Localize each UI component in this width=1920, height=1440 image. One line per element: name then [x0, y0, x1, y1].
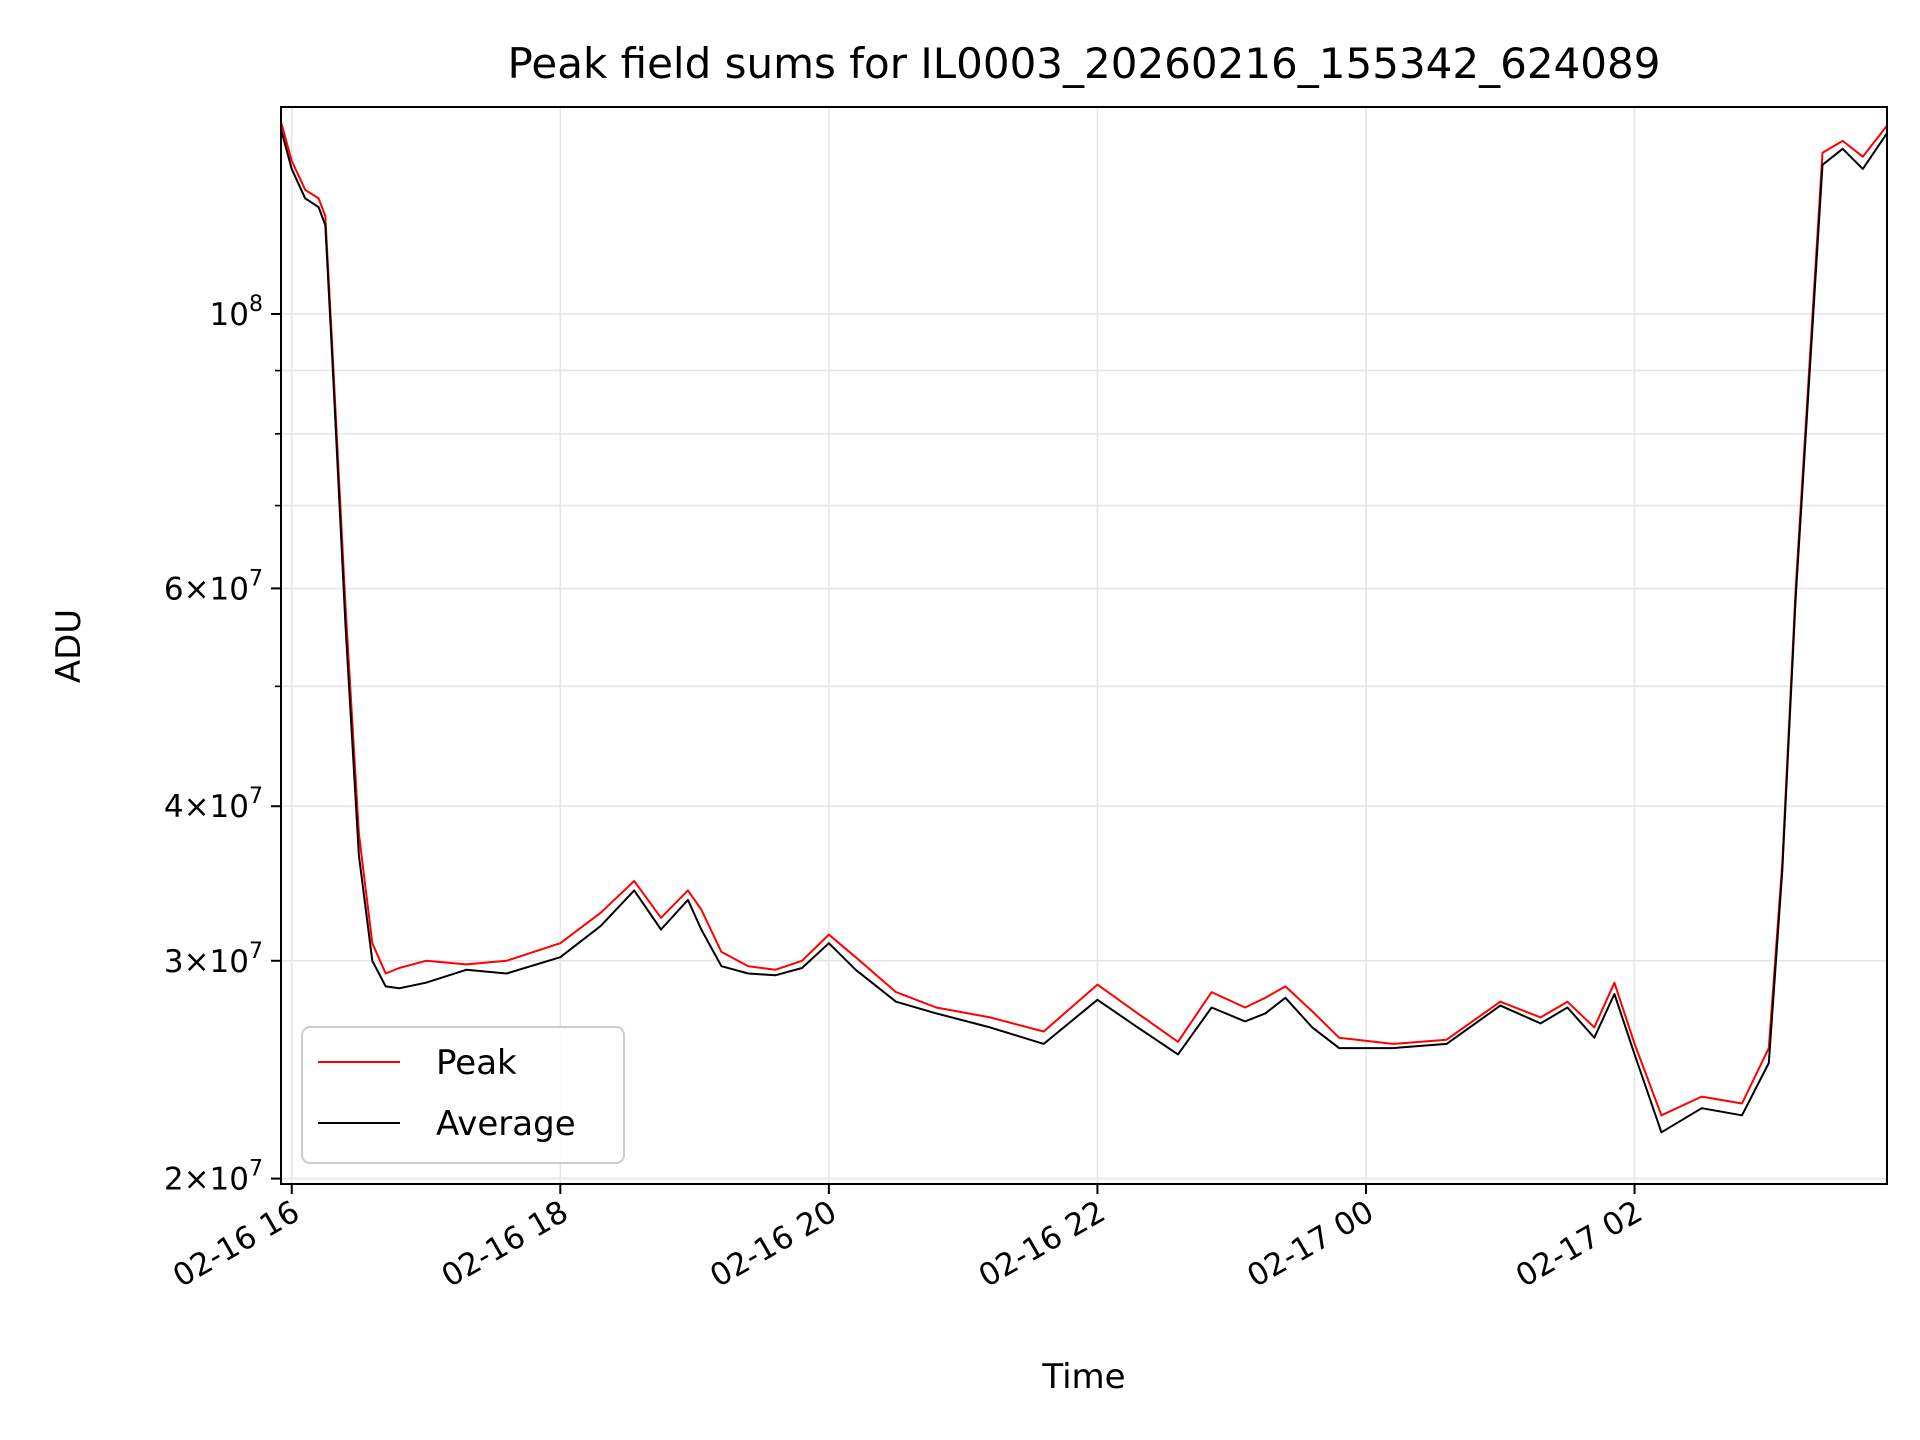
- y-tick-label: 6×107: [164, 566, 263, 607]
- x-axis-label: Time: [1041, 1357, 1125, 1397]
- legend-label-average: Average: [436, 1104, 576, 1144]
- legend: Peak Average: [301, 1026, 625, 1164]
- series-line-average: [281, 129, 1887, 1134]
- y-tick-label: 2×107: [164, 1157, 263, 1198]
- y-tick-label: 4×107: [164, 784, 263, 825]
- chart-title: Peak field sums for IL0003_20260216_1553…: [508, 39, 1661, 88]
- series-line-peak: [281, 121, 1887, 1117]
- plot-area: [281, 121, 1887, 1134]
- y-tick-label: 108: [210, 292, 263, 333]
- y-axis-ticks: 2×107 3×107 4×107 6×107 108: [164, 292, 281, 1198]
- y-axis-label: ADU: [49, 609, 89, 683]
- axes-frame: [280, 106, 1888, 1185]
- y-tick-label: 3×107: [164, 939, 263, 980]
- legend-label-peak: Peak: [436, 1043, 517, 1083]
